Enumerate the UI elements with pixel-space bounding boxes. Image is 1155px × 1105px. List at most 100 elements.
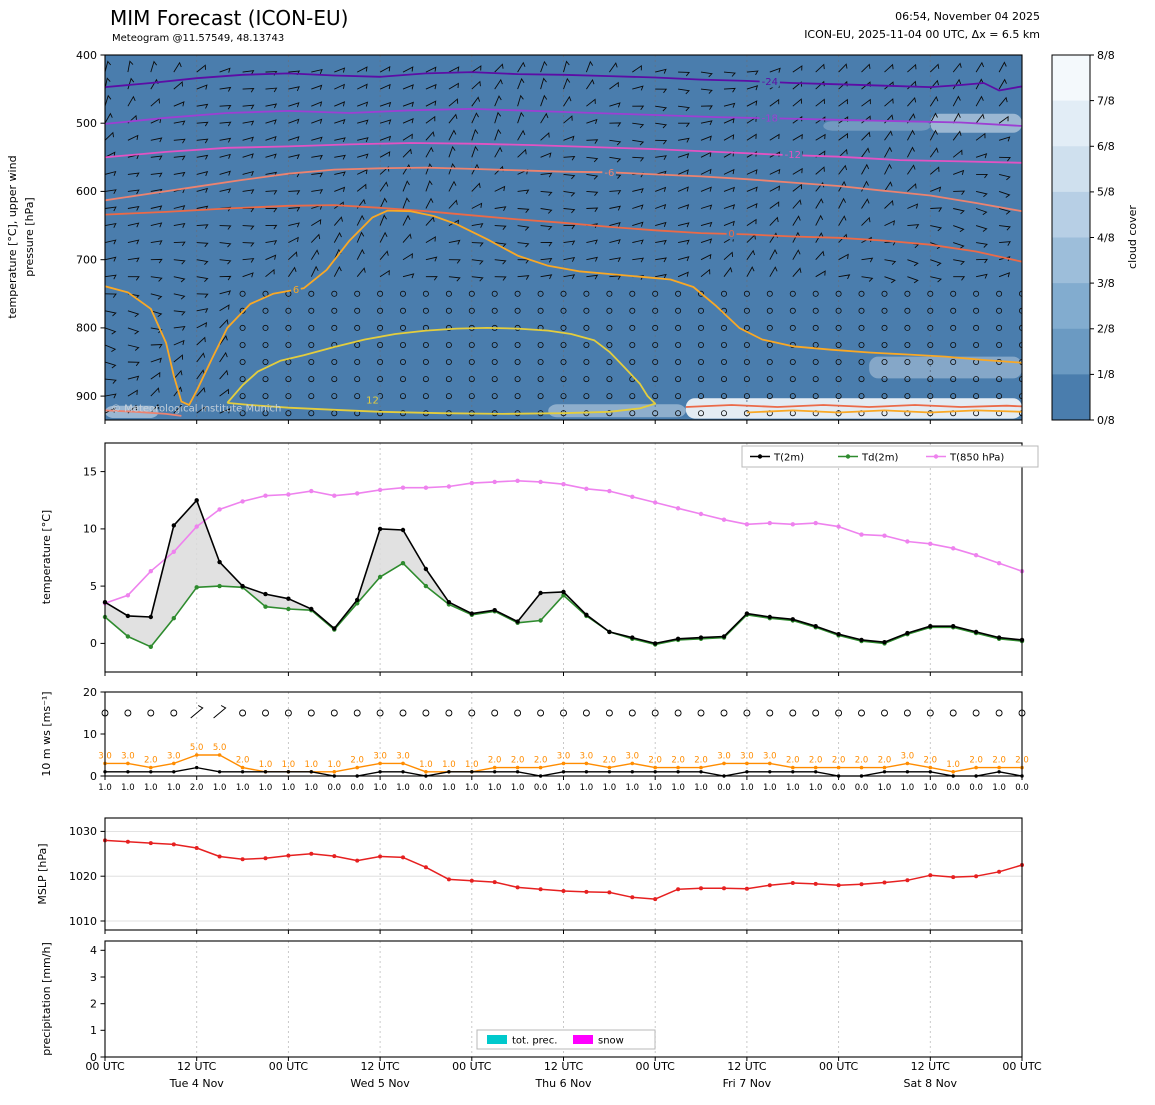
svg-text:2.0: 2.0 <box>144 756 158 766</box>
svg-text:4/8: 4/8 <box>1097 231 1115 244</box>
svg-text:0: 0 <box>90 770 97 783</box>
svg-text:0.0: 0.0 <box>717 783 731 793</box>
temperature-panel: 0 5 10 15 temperature [°C] T(2m) Td(2m) T(850 h… <box>40 442 1039 676</box>
svg-text:2.0: 2.0 <box>809 756 823 766</box>
svg-text:1.0: 1.0 <box>786 783 800 793</box>
svg-text:2.0: 2.0 <box>511 756 525 766</box>
svg-text:00 UTC: 00 UTC <box>636 1060 676 1073</box>
svg-text:7/8: 7/8 <box>1097 94 1115 107</box>
svg-text:1.0: 1.0 <box>121 783 135 793</box>
mslp-panel: 1010 1020 1030 MSLP [hPa] <box>36 817 1024 934</box>
svg-text:2.0: 2.0 <box>488 756 502 766</box>
svg-text:tot. prec.: tot. prec. <box>512 1036 557 1047</box>
x-axis-labels: 00 UTC 12 UTC 00 UTC 12 UTC 00 UTC 12 UTC 00 U… <box>85 1060 1042 1090</box>
svg-text:3.0: 3.0 <box>717 751 731 761</box>
upper-air-panel: -24 -18 -12 -6 0 6 12 © Meteorological Institut… <box>6 49 1023 424</box>
svg-text:0/8: 0/8 <box>1097 414 1115 427</box>
svg-text:12: 12 <box>366 396 379 407</box>
t2m-line-markers <box>102 498 1025 646</box>
svg-text:1.0: 1.0 <box>946 760 960 770</box>
svg-text:2.0: 2.0 <box>855 756 869 766</box>
isotherm-6 <box>105 209 1022 406</box>
svg-text:400: 400 <box>76 49 97 62</box>
temperature-axis-label: temperature [°C] <box>40 510 53 604</box>
svg-text:1.0: 1.0 <box>259 783 273 793</box>
svg-text:00 UTC: 00 UTC <box>85 1060 125 1073</box>
svg-text:1.0: 1.0 <box>763 783 777 793</box>
temperature-legend: T(2m) Td(2m) T(850 hPa) <box>741 445 1039 468</box>
svg-text:12 UTC: 12 UTC <box>360 1060 400 1073</box>
svg-text:1: 1 <box>90 1024 97 1037</box>
colorbar-label: cloud cover <box>1126 205 1139 269</box>
svg-text:Wed 5 Nov: Wed 5 Nov <box>350 1077 410 1090</box>
svg-text:1.0: 1.0 <box>809 783 823 793</box>
svg-text:1.0: 1.0 <box>213 783 227 793</box>
svg-text:6: 6 <box>293 285 299 296</box>
svg-text:3/8: 3/8 <box>1097 277 1115 290</box>
svg-text:1.0: 1.0 <box>603 783 617 793</box>
svg-text:0: 0 <box>90 637 97 650</box>
svg-text:1.0: 1.0 <box>373 783 387 793</box>
model-run-info: ICON-EU, 2025-11-04 00 UTC, Δx = 6.5 km <box>804 28 1040 41</box>
isotherm--24 <box>105 71 1022 92</box>
mslp-axis-label: MSLP [hPa] <box>36 843 49 904</box>
svg-text:1.0: 1.0 <box>511 783 525 793</box>
svg-text:-6: -6 <box>604 168 614 179</box>
svg-text:5.0: 5.0 <box>190 743 204 753</box>
issue-time: 06:54, November 04 2025 <box>895 10 1040 23</box>
svg-text:1.0: 1.0 <box>878 783 892 793</box>
svg-text:1.0: 1.0 <box>740 783 754 793</box>
svg-text:1.0: 1.0 <box>236 783 250 793</box>
svg-text:2.0: 2.0 <box>878 756 892 766</box>
svg-text:3.0: 3.0 <box>901 751 915 761</box>
coords-subtitle: Meteogram @11.57549, 48.13743 <box>112 33 285 44</box>
svg-text:1010: 1010 <box>69 915 97 928</box>
svg-text:0.0: 0.0 <box>328 783 342 793</box>
svg-text:2.0: 2.0 <box>694 756 708 766</box>
svg-text:2.0: 2.0 <box>648 756 662 766</box>
cloud-patch <box>685 398 1022 419</box>
svg-text:Tue 4 Nov: Tue 4 Nov <box>169 1077 225 1090</box>
svg-text:2.0: 2.0 <box>992 756 1006 766</box>
svg-text:1.0: 1.0 <box>259 760 273 770</box>
svg-text:0.0: 0.0 <box>1015 783 1029 793</box>
svg-text:800: 800 <box>76 322 97 335</box>
precip-panel: 0 1 2 3 4 precipitation [mm/h] tot. prec. snow <box>40 940 1023 1064</box>
isotherm-segment <box>105 409 182 417</box>
svg-text:2.0: 2.0 <box>671 756 685 766</box>
svg-text:2.0: 2.0 <box>786 756 800 766</box>
svg-text:12 UTC: 12 UTC <box>727 1060 767 1073</box>
svg-text:3.0: 3.0 <box>763 751 777 761</box>
svg-text:1.0: 1.0 <box>901 783 915 793</box>
svg-text:3: 3 <box>90 971 97 984</box>
svg-text:15: 15 <box>83 465 97 478</box>
svg-text:1.0: 1.0 <box>167 783 181 793</box>
svg-text:1.0: 1.0 <box>671 783 685 793</box>
cloud-patch <box>823 121 931 131</box>
isotherm-12 <box>226 326 657 415</box>
svg-text:snow: snow <box>598 1036 624 1047</box>
wind-direction-symbols <box>101 705 1026 719</box>
svg-text:© Meteorological Institute Mun: © Meteorological Institute Munich <box>111 404 281 415</box>
page-title: MIM Forecast (ICON-EU) <box>110 6 349 30</box>
svg-text:3.0: 3.0 <box>396 751 410 761</box>
ws-black-line-markers <box>103 765 1024 778</box>
svg-text:Sat 8 Nov: Sat 8 Nov <box>904 1077 958 1090</box>
svg-text:-24: -24 <box>762 77 778 88</box>
wind-panel: 3.0 3.0 2.0 3.0 5.0 5.0 2.0 1.0 1.0 1.0 1.0 2.0 3.0 3… <box>40 686 1029 793</box>
svg-text:1.0: 1.0 <box>98 783 112 793</box>
svg-text:500: 500 <box>76 117 97 130</box>
svg-text:1/8: 1/8 <box>1097 368 1115 381</box>
t-td-spread-fill <box>105 500 1022 647</box>
isotherm--6 <box>105 166 1022 213</box>
svg-text:1.0: 1.0 <box>328 760 342 770</box>
mslp-line-markers <box>103 838 1024 902</box>
svg-text:10: 10 <box>83 523 97 536</box>
svg-text:00 UTC: 00 UTC <box>269 1060 309 1073</box>
svg-text:T(850 hPa): T(850 hPa) <box>949 453 1004 464</box>
svg-text:1.0: 1.0 <box>580 783 594 793</box>
svg-text:1.0: 1.0 <box>694 783 708 793</box>
svg-text:Thu 6 Nov: Thu 6 Nov <box>534 1077 592 1090</box>
svg-text:0.0: 0.0 <box>855 783 869 793</box>
svg-text:2.0: 2.0 <box>832 756 846 766</box>
